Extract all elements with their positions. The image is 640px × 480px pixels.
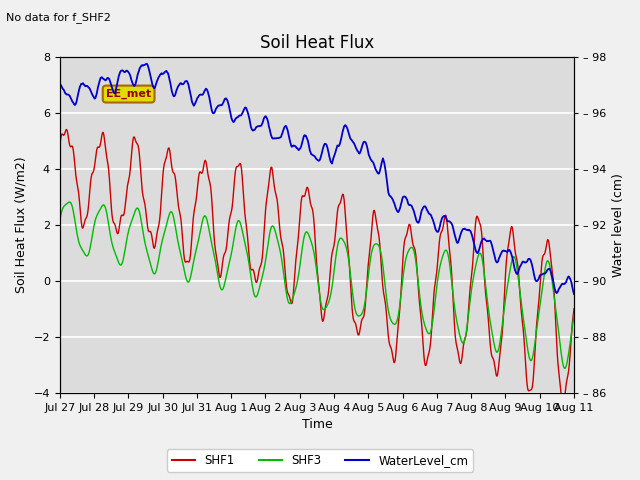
Title: Soil Heat Flux: Soil Heat Flux <box>260 34 374 52</box>
SHF3 <box>117 262 125 268</box>
SHF1 <box>117 215 125 220</box>
Text: No data for f_SHF2: No data for f_SHF2 <box>6 12 111 23</box>
SHF3 <box>561 366 568 372</box>
Line: WaterLevel_cm: WaterLevel_cm <box>60 64 574 294</box>
SHF1 <box>371 207 378 213</box>
Line: SHF3: SHF3 <box>60 202 574 369</box>
WaterLevel_cm <box>211 108 219 113</box>
SHF3 <box>237 222 244 228</box>
Text: EE_met: EE_met <box>106 89 151 99</box>
SHF1 <box>570 306 578 312</box>
SHF3 <box>570 312 578 317</box>
SHF1 <box>559 403 567 409</box>
Legend: SHF1, SHF3, WaterLevel_cm: SHF1, SHF3, WaterLevel_cm <box>167 449 473 472</box>
WaterLevel_cm <box>371 162 378 168</box>
WaterLevel_cm <box>570 291 578 297</box>
WaterLevel_cm <box>143 61 150 67</box>
SHF1 <box>63 127 70 132</box>
SHF3 <box>56 217 63 223</box>
WaterLevel_cm <box>399 194 407 200</box>
SHF1 <box>399 253 407 259</box>
SHF3 <box>371 242 378 248</box>
SHF3 <box>211 258 219 264</box>
WaterLevel_cm <box>116 69 124 75</box>
SHF3 <box>257 282 264 288</box>
Y-axis label: Soil Heat Flux (W/m2): Soil Heat Flux (W/m2) <box>15 156 28 293</box>
X-axis label: Time: Time <box>301 419 332 432</box>
SHF1 <box>211 247 219 252</box>
SHF1 <box>56 145 63 151</box>
SHF3 <box>399 274 407 279</box>
WaterLevel_cm <box>257 123 264 129</box>
WaterLevel_cm <box>56 81 63 86</box>
WaterLevel_cm <box>237 113 244 119</box>
SHF1 <box>257 264 264 269</box>
SHF1 <box>237 162 244 168</box>
Line: SHF1: SHF1 <box>60 130 574 406</box>
Y-axis label: Water level (cm): Water level (cm) <box>612 173 625 277</box>
SHF3 <box>66 199 74 205</box>
